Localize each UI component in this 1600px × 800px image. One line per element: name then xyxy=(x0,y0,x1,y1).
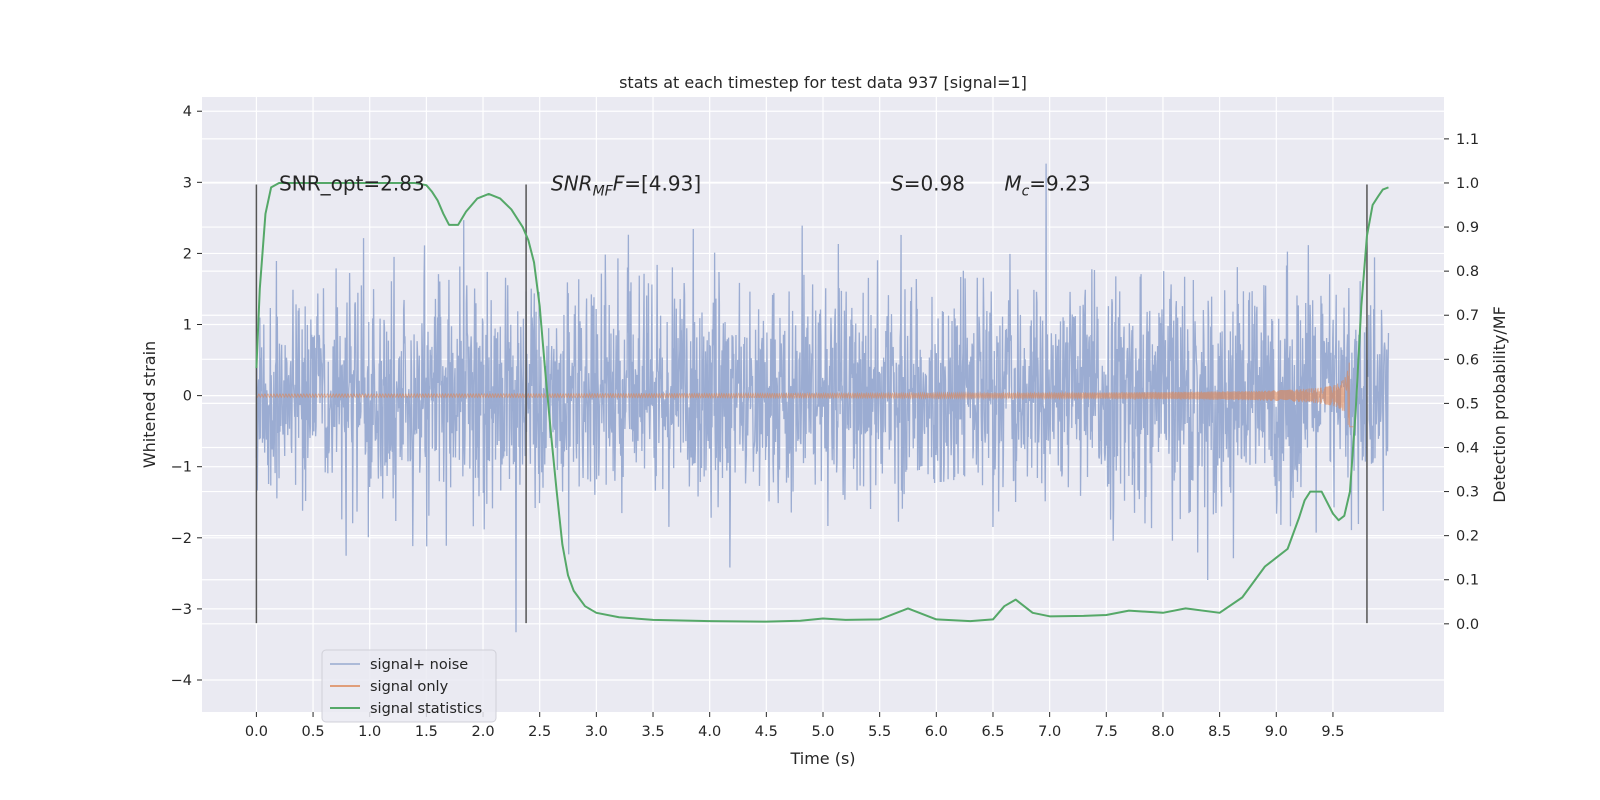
y-tick-label: 1 xyxy=(183,318,192,334)
y2-tick-label: 0.7 xyxy=(1456,308,1479,324)
vertical-markers xyxy=(255,184,1368,624)
signal-line xyxy=(255,362,1354,428)
annotation-s-value: S=0.98 xyxy=(891,172,965,196)
legend: signal+ noise signal only signal statistic… xyxy=(321,649,497,723)
x-tick-label: 6.0 xyxy=(925,724,948,740)
y-tick-label: −4 xyxy=(171,673,192,689)
x-tick-label: 1.0 xyxy=(358,724,381,740)
x-tick-label: 8.0 xyxy=(1151,724,1174,740)
x-tick-label: 6.5 xyxy=(981,724,1004,740)
y2-tick-label: 0.0 xyxy=(1456,617,1479,633)
axis-labels: stats at each timestep for test data 937… xyxy=(140,73,1509,768)
y-tick-label: 4 xyxy=(183,104,192,120)
legend-entry-signal-statistics: signal statistics xyxy=(370,701,482,717)
y2-tick-label: 1.1 xyxy=(1456,132,1479,148)
annotations: SNR_opt=2.83 SNRMFF=[4.93] S=0.98 Mc=9.23 xyxy=(279,172,1091,200)
y2-tick-label: 0.3 xyxy=(1456,485,1479,501)
y2-tick-label: 0.9 xyxy=(1456,220,1479,236)
annotation-snr-opt: SNR_opt=2.83 xyxy=(279,172,425,196)
x-tick-label: 2.5 xyxy=(528,724,551,740)
x-tick-label: 9.5 xyxy=(1321,724,1344,740)
y-tick-label: 2 xyxy=(183,246,192,262)
y2-tick-label: 0.5 xyxy=(1456,396,1479,412)
x-tick-label: 4.5 xyxy=(755,724,778,740)
x-tick-label: 4.0 xyxy=(698,724,721,740)
x-tick-label: 5.5 xyxy=(868,724,891,740)
x-tick-label: 3.5 xyxy=(641,724,664,740)
y-tick-label: 3 xyxy=(183,175,192,191)
y2-tick-label: 0.1 xyxy=(1456,573,1479,589)
series-signal-statistics xyxy=(255,181,1389,623)
legend-entry-signal-only: signal only xyxy=(370,679,449,695)
x-axis-label: Time (s) xyxy=(789,749,855,768)
y-axis-label: Whitened strain xyxy=(140,341,159,468)
x-tick-label: 1.5 xyxy=(415,724,438,740)
x-tick-label: 7.5 xyxy=(1095,724,1118,740)
series-signal-only xyxy=(255,362,1354,428)
annotation-snr-mf: SNRMFF=[4.93] xyxy=(551,172,701,200)
y2-tick-label: 0.4 xyxy=(1456,440,1479,456)
y2-tick-label: 0.8 xyxy=(1456,264,1479,280)
y-tick-label: −3 xyxy=(171,602,192,618)
y2-tick-label: 0.6 xyxy=(1456,352,1479,368)
x-tick-label: 0.0 xyxy=(245,724,268,740)
x-tick-label: 3.0 xyxy=(585,724,608,740)
annotation-mc-value: Mc=9.23 xyxy=(1004,172,1090,200)
chart-title: stats at each timestep for test data 937… xyxy=(619,73,1027,92)
legend-entry-signal-noise: signal+ noise xyxy=(370,657,468,673)
y-tick-label: 0 xyxy=(183,389,192,405)
x-tick-label: 5.0 xyxy=(811,724,834,740)
y-tick-label: −1 xyxy=(171,460,192,476)
y2-tick-label: 1.0 xyxy=(1456,176,1479,192)
y2-tick-label: 0.2 xyxy=(1456,529,1479,545)
tick-labels: 0.0 0.5 1.0 1.5 2.0 2.5 3.0 3.5 4.0 4.5 5.0 5.5 6.0 6… xyxy=(171,104,1479,740)
legend-box xyxy=(321,649,497,723)
x-tick-label: 0.5 xyxy=(302,724,325,740)
x-tick-label: 2.0 xyxy=(472,724,495,740)
x-tick-label: 8.5 xyxy=(1208,724,1231,740)
y2-axis-label: Detection probability/MF xyxy=(1490,306,1509,503)
x-tick-label: 9.0 xyxy=(1265,724,1288,740)
x-tick-label: 7.0 xyxy=(1038,724,1061,740)
stats-line xyxy=(255,181,1389,623)
y-tick-label: −2 xyxy=(171,531,192,547)
